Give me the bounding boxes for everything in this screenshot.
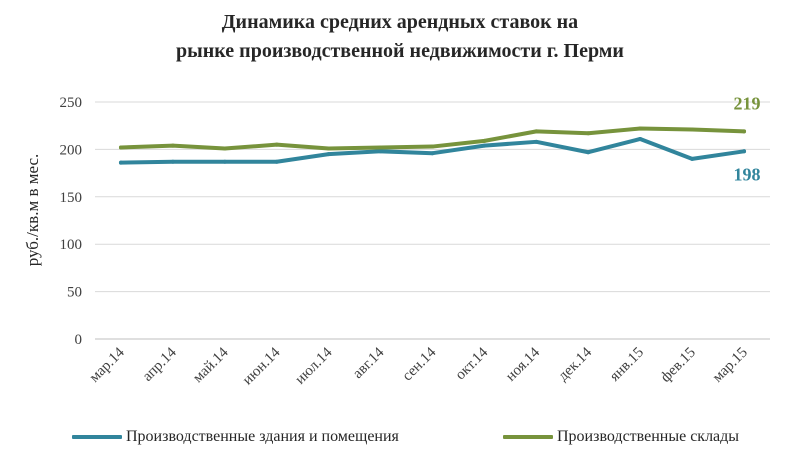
x-tick-label: сен.14 [400,344,440,384]
data-point [118,160,123,165]
data-point [326,146,331,151]
data-point [586,131,591,136]
x-tick-label: фев.15 [658,345,699,386]
end-label-warehouses: 219 [734,93,761,113]
data-point [222,146,227,151]
data-point [534,139,539,144]
y-tick-label: 0 [75,332,83,348]
x-tick-label: мар.15 [710,345,751,386]
data-point [378,149,383,154]
data-point [222,159,227,164]
data-point [534,129,539,134]
data-point [430,151,435,156]
x-tick-label: май.14 [190,344,232,386]
legend-swatch-buildings [72,435,122,439]
legend-label-buildings: Производственные здания и помещения [126,428,399,445]
y-tick-label: 150 [60,190,83,206]
y-tick-label: 250 [60,95,83,111]
x-tick-label: дек.14 [555,344,595,384]
legend-item-buildings: Производственные здания и помещения [72,428,399,446]
x-tick-label: июл.14 [292,344,336,388]
data-point [430,144,435,149]
x-tick-label: окт.14 [453,344,492,383]
data-point [118,145,123,150]
data-point [690,127,695,132]
data-point [638,136,643,141]
legend-label-warehouses: Производственные склады [557,428,740,445]
x-tick-label: мар.14 [87,344,129,386]
legend-item-warehouses: Производственные склады [503,428,739,446]
data-point [170,159,175,164]
data-point [742,129,747,134]
data-point [274,159,279,164]
chart-title: Динамика средних арендных ставок на рынк… [0,8,800,66]
y-tick-label: 100 [60,237,83,253]
x-tick-label: ноя.14 [503,344,544,385]
chart-title-line-1: Динамика средних арендных ставок на [221,11,579,33]
series-lines [118,126,747,165]
data-point [482,143,487,148]
legend-swatch-warehouses [503,435,553,439]
data-point [274,142,279,147]
chart-title-line-2: рынке производственной недвижимости г. П… [176,40,624,62]
legend: Производственные здания и помещения Прои… [0,428,800,452]
data-point [170,143,175,148]
y-tick-label: 50 [67,285,82,301]
x-tick-labels: мар.14 апр.14 май.14 июн.14 июл.14 авг.14 сен.… [87,344,751,388]
data-point [326,152,331,157]
x-tick-label: июн.14 [240,344,284,388]
end-labels: 198 219 [734,93,761,184]
y-tick-label: 200 [60,142,83,158]
data-point [690,156,695,161]
end-label-buildings: 198 [734,164,761,184]
data-point [638,126,643,131]
x-tick-label: апр.14 [140,344,180,384]
y-axis-label: руб./кв.м в мес. [23,154,42,267]
data-point [482,138,487,143]
gridlines [95,101,770,340]
data-point [742,149,747,154]
x-tick-label: янв.15 [607,345,647,385]
data-point [378,145,383,150]
y-tick-labels: 0 50 100 150 200 250 [60,95,83,348]
data-point [586,150,591,155]
x-tick-label: авг.14 [350,344,388,382]
series-line-buildings [118,136,747,165]
